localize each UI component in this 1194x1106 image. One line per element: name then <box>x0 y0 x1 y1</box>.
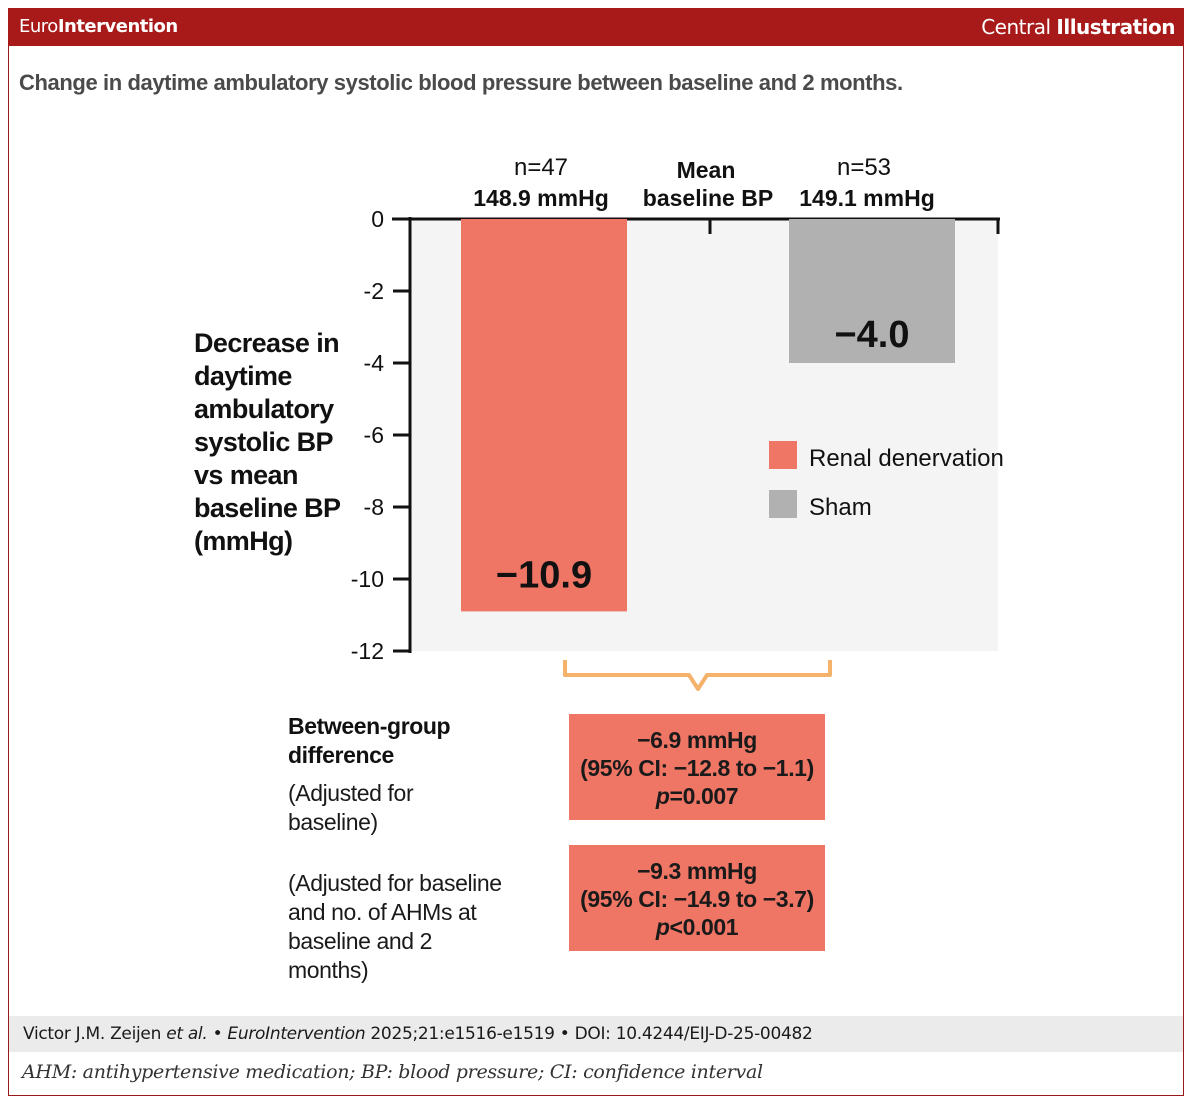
citation-doi: DOI: 10.4244/EIJ-D-25-00482 <box>574 1024 813 1044</box>
journal-brand: EuroIntervention <box>19 16 178 37</box>
mean-label-line2: baseline BP <box>643 185 773 211</box>
result-box-adjusted-baseline: −6.9 mmHg (95% CI: −12.8 to −1.1) p=0.00… <box>569 714 825 820</box>
citation-bullet-2: • <box>559 1024 570 1044</box>
sham-baseline-label: 149.1 mmHg <box>799 185 935 211</box>
bar-renal-denervation <box>461 219 627 612</box>
result2-p-label: p <box>655 914 670 940</box>
legend-swatch <box>769 490 797 518</box>
adjustment-note-1: (Adjusted for baseline) <box>288 780 414 835</box>
difference-bracket <box>563 660 832 691</box>
bar-value-label: −4.0 <box>834 314 909 356</box>
citation-ref: 2025;21:e1516-e1519 <box>370 1024 555 1044</box>
result1-p-label: p <box>655 783 670 809</box>
result1-difference: −6.9 mmHg <box>637 727 757 753</box>
citation-journal: EuroIntervention <box>227 1024 366 1044</box>
renal-n-label: n=47 <box>514 154 568 181</box>
mean-label-line1: Mean <box>677 157 736 183</box>
renal-baseline-label: 148.9 mmHg <box>473 185 609 211</box>
y-tick-label: -4 <box>364 350 385 376</box>
section-prefix: Central <box>981 15 1051 39</box>
citation-et-al: et al. <box>166 1024 208 1044</box>
citation-authors: Victor J.M. Zeijen <box>23 1024 162 1044</box>
top-labels: n=47 148.9 mmHg Mean baseline BP n=53 14… <box>473 154 935 211</box>
bar-sham <box>789 219 955 363</box>
y-tick-label: -2 <box>364 278 384 304</box>
y-tick-label: 0 <box>371 206 384 232</box>
legend: Renal denervation Sham <box>769 441 1004 521</box>
y-axis-ticks: 0 -2 -4 -6 -8 -10 -12 <box>351 206 410 664</box>
section-label: Central Illustration <box>981 15 1175 39</box>
brand-suffix: Intervention <box>57 16 178 37</box>
section-suffix: Illustration <box>1056 15 1175 39</box>
result-box-adjusted-ahm: −9.3 mmHg (95% CI: −14.9 to −3.7) p<0.00… <box>569 845 825 951</box>
result1-pvalue: p=0.007 <box>569 782 825 810</box>
bars-group: −10.9 −4.0 <box>461 219 955 612</box>
citation-text: Victor J.M. Zeijen et al. • EuroInterven… <box>23 1024 813 1044</box>
citation-bar: Victor J.M. Zeijen et al. • EuroInterven… <box>9 1016 1183 1052</box>
abbreviations-footnote: AHM: antihypertensive medication; BP: bl… <box>22 1061 763 1083</box>
result2-ci: (95% CI: −14.9 to −3.7) <box>580 886 814 912</box>
legend-label: Renal denervation <box>809 445 1004 472</box>
y-tick-label: -8 <box>364 494 384 520</box>
header-bar: EuroIntervention Central Illustration <box>8 8 1184 46</box>
legend-swatch <box>769 441 797 469</box>
between-group-title: Between-group difference <box>288 713 451 768</box>
result1-ci: (95% CI: −12.8 to −1.1) <box>580 755 814 781</box>
result1-p-value: =0.007 <box>669 783 739 809</box>
y-axis-label: Decrease in daytime ambulatory systolic … <box>194 328 341 556</box>
bar-chart: 0 -2 -4 -6 -8 -10 -12 −10.9 −4.0 n=47 148.9 mmH… <box>351 154 1004 691</box>
y-tick-label: -12 <box>351 638 384 664</box>
y-tick-label: -10 <box>351 566 384 592</box>
y-tick-label: -6 <box>364 422 384 448</box>
legend-label: Sham <box>809 494 872 521</box>
sham-n-label: n=53 <box>837 154 891 181</box>
result2-difference: −9.3 mmHg <box>637 858 757 884</box>
citation-bullet-1: • <box>212 1024 223 1044</box>
result2-pvalue: p<0.001 <box>569 913 825 941</box>
bar-value-label: −10.9 <box>496 554 592 596</box>
figure-subtitle: Change in daytime ambulatory systolic bl… <box>19 70 903 95</box>
brand-prefix: Euro <box>19 16 58 37</box>
result2-p-value: <0.001 <box>669 914 739 940</box>
adjustment-note-2: (Adjusted for baseline and no. of AHMs a… <box>288 870 502 983</box>
